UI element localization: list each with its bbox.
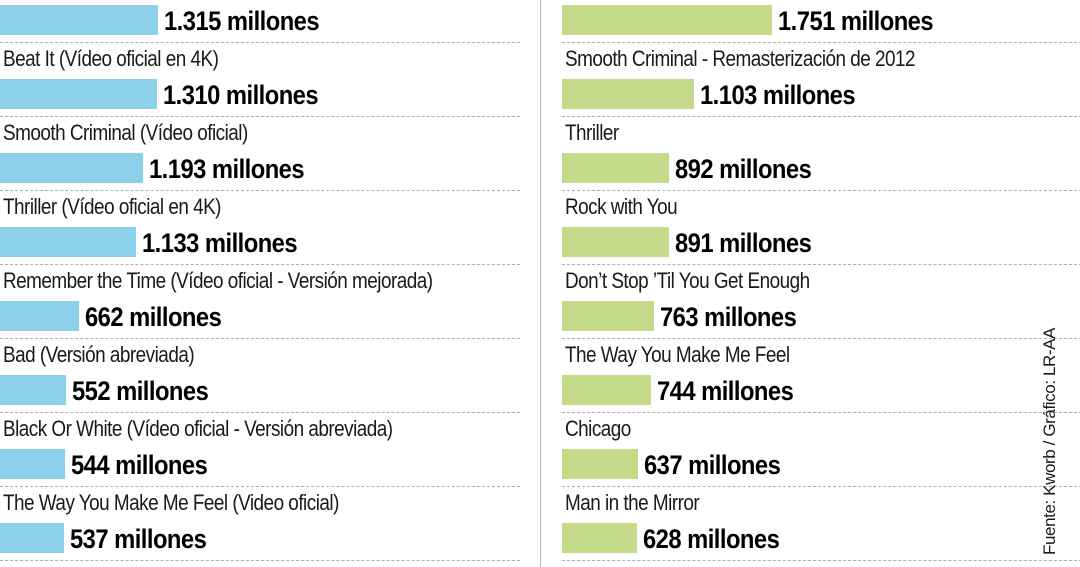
bar xyxy=(0,301,79,331)
value-label: 892 millones xyxy=(675,154,812,184)
bar xyxy=(562,449,638,479)
row-separator xyxy=(0,42,520,43)
value-label: 1.315 millones xyxy=(164,6,320,36)
value-label: 544 millones xyxy=(71,450,208,480)
row-separator xyxy=(0,116,520,117)
left-chart-row: Beat It (Vídeo oficial en 4K) 1.310 millo… xyxy=(0,44,520,118)
bar xyxy=(0,227,136,257)
source-credit: Fuente: Kworb / Gráfico: LR-AA xyxy=(1040,327,1059,555)
bar xyxy=(0,79,157,109)
category-label: Smooth Criminal (Vídeo oficial) xyxy=(3,120,248,145)
category-label: Remember the Time (Vídeo oficial - Versi… xyxy=(3,268,433,293)
right-chart-row: The Way You Make Me Feel 744 millones xyxy=(562,340,1080,414)
category-label: Rock with You xyxy=(565,194,678,219)
left-chart-row: Billie Jean1.315 millones xyxy=(0,0,520,44)
row-separator xyxy=(562,264,1080,265)
left-chart-row: The Way You Make Me Feel (Video oficial)… xyxy=(0,488,520,562)
right-chart-row: Beat It1.751 millones xyxy=(562,0,1080,44)
left-chart-row: Black Or White (Vídeo oficial - Versión … xyxy=(0,414,520,488)
value-label: 744 millones xyxy=(657,376,794,406)
panel-divider xyxy=(540,0,541,567)
value-label: 763 millones xyxy=(660,302,797,332)
bar xyxy=(562,153,669,183)
bar xyxy=(562,5,772,35)
bar xyxy=(0,153,143,183)
bar xyxy=(0,523,64,553)
value-label: 1.103 millones xyxy=(700,80,856,110)
left-chart-row: Remember the Time (Vídeo oficial - Versi… xyxy=(0,266,520,340)
category-label: The Way You Make Me Feel xyxy=(565,342,790,367)
bar xyxy=(562,301,654,331)
bar xyxy=(0,449,65,479)
category-label: Bad (Versión abreviada) xyxy=(3,342,195,367)
category-label: Beat It (Vídeo oficial en 4K) xyxy=(3,46,219,71)
value-label: 1.193 millones xyxy=(149,154,305,184)
left-chart-row: Bad (Versión abreviada) 552 millones xyxy=(0,340,520,414)
category-label: Man in the Mirror xyxy=(565,490,700,515)
row-separator xyxy=(562,190,1080,191)
value-label: 637 millones xyxy=(644,450,781,480)
category-label: Thriller xyxy=(565,120,619,145)
row-separator xyxy=(0,190,520,191)
row-separator xyxy=(562,486,1080,487)
bar xyxy=(0,5,158,35)
left-chart-row: Thriller (Vídeo oficial en 4K) 1.133 mill… xyxy=(0,192,520,266)
category-label: Don’t Stop ’Til You Get Enough xyxy=(565,268,810,293)
row-separator xyxy=(562,116,1080,117)
value-label: 1.310 millones xyxy=(163,80,319,110)
value-label: 1.751 millones xyxy=(778,6,934,36)
category-label: Thriller (Vídeo oficial en 4K) xyxy=(3,194,221,219)
row-separator xyxy=(0,338,520,339)
value-label: 662 millones xyxy=(85,302,222,332)
bar xyxy=(562,227,669,257)
value-label: 891 millones xyxy=(675,228,812,258)
value-label: 1.133 millones xyxy=(142,228,298,258)
category-label: Black Or White (Vídeo oficial - Versión … xyxy=(3,416,393,441)
right-chart-row: Rock with You 891 millones xyxy=(562,192,1080,266)
row-separator xyxy=(562,338,1080,339)
category-label: Smooth Criminal - Remasterización de 201… xyxy=(565,46,916,71)
right-chart-row: Smooth Criminal - Remasterización de 201… xyxy=(562,44,1080,118)
row-separator xyxy=(562,560,1080,561)
row-separator xyxy=(0,412,520,413)
category-label: Chicago xyxy=(565,416,631,441)
value-label: 552 millones xyxy=(72,376,209,406)
category-label: The Way You Make Me Feel (Video oficial) xyxy=(3,490,339,515)
row-separator xyxy=(0,560,520,561)
row-separator xyxy=(0,486,520,487)
bar xyxy=(562,523,637,553)
row-separator xyxy=(562,412,1080,413)
bar xyxy=(562,375,651,405)
right-chart-row: Don’t Stop ’Til You Get Enough 763 millon… xyxy=(562,266,1080,340)
value-label: 537 millones xyxy=(70,524,207,554)
row-separator xyxy=(0,264,520,265)
bar xyxy=(0,375,66,405)
right-chart-row: Thriller 892 millones xyxy=(562,118,1080,192)
row-separator xyxy=(562,42,1080,43)
right-chart-row: Man in the Mirror 628 millones xyxy=(562,488,1080,562)
value-label: 628 millones xyxy=(643,524,780,554)
right-chart-row: Chicago 637 millones xyxy=(562,414,1080,488)
bar xyxy=(562,79,694,109)
left-chart-row: Smooth Criminal (Vídeo oficial) 1.193 mil… xyxy=(0,118,520,192)
